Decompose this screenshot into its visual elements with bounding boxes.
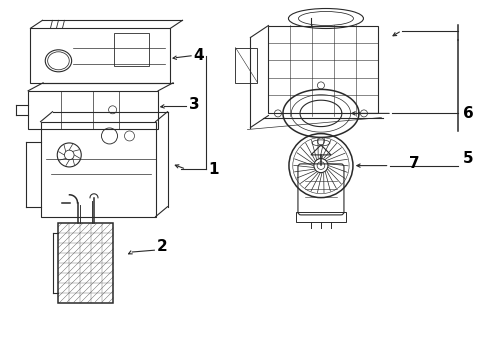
Text: 2: 2: [157, 239, 168, 254]
Text: 1: 1: [208, 162, 219, 177]
Bar: [28, 91, 158, 129]
Bar: [236, 48, 257, 82]
Bar: [269, 26, 378, 112]
Bar: [30, 28, 171, 83]
Text: 5: 5: [463, 151, 474, 166]
Bar: [41, 122, 155, 217]
Bar: [115, 33, 149, 66]
Text: 6: 6: [463, 106, 474, 121]
Text: 4: 4: [194, 48, 204, 63]
Bar: [296, 212, 346, 222]
Text: 3: 3: [189, 97, 199, 112]
Text: 7: 7: [409, 156, 420, 171]
Bar: [58, 223, 113, 303]
